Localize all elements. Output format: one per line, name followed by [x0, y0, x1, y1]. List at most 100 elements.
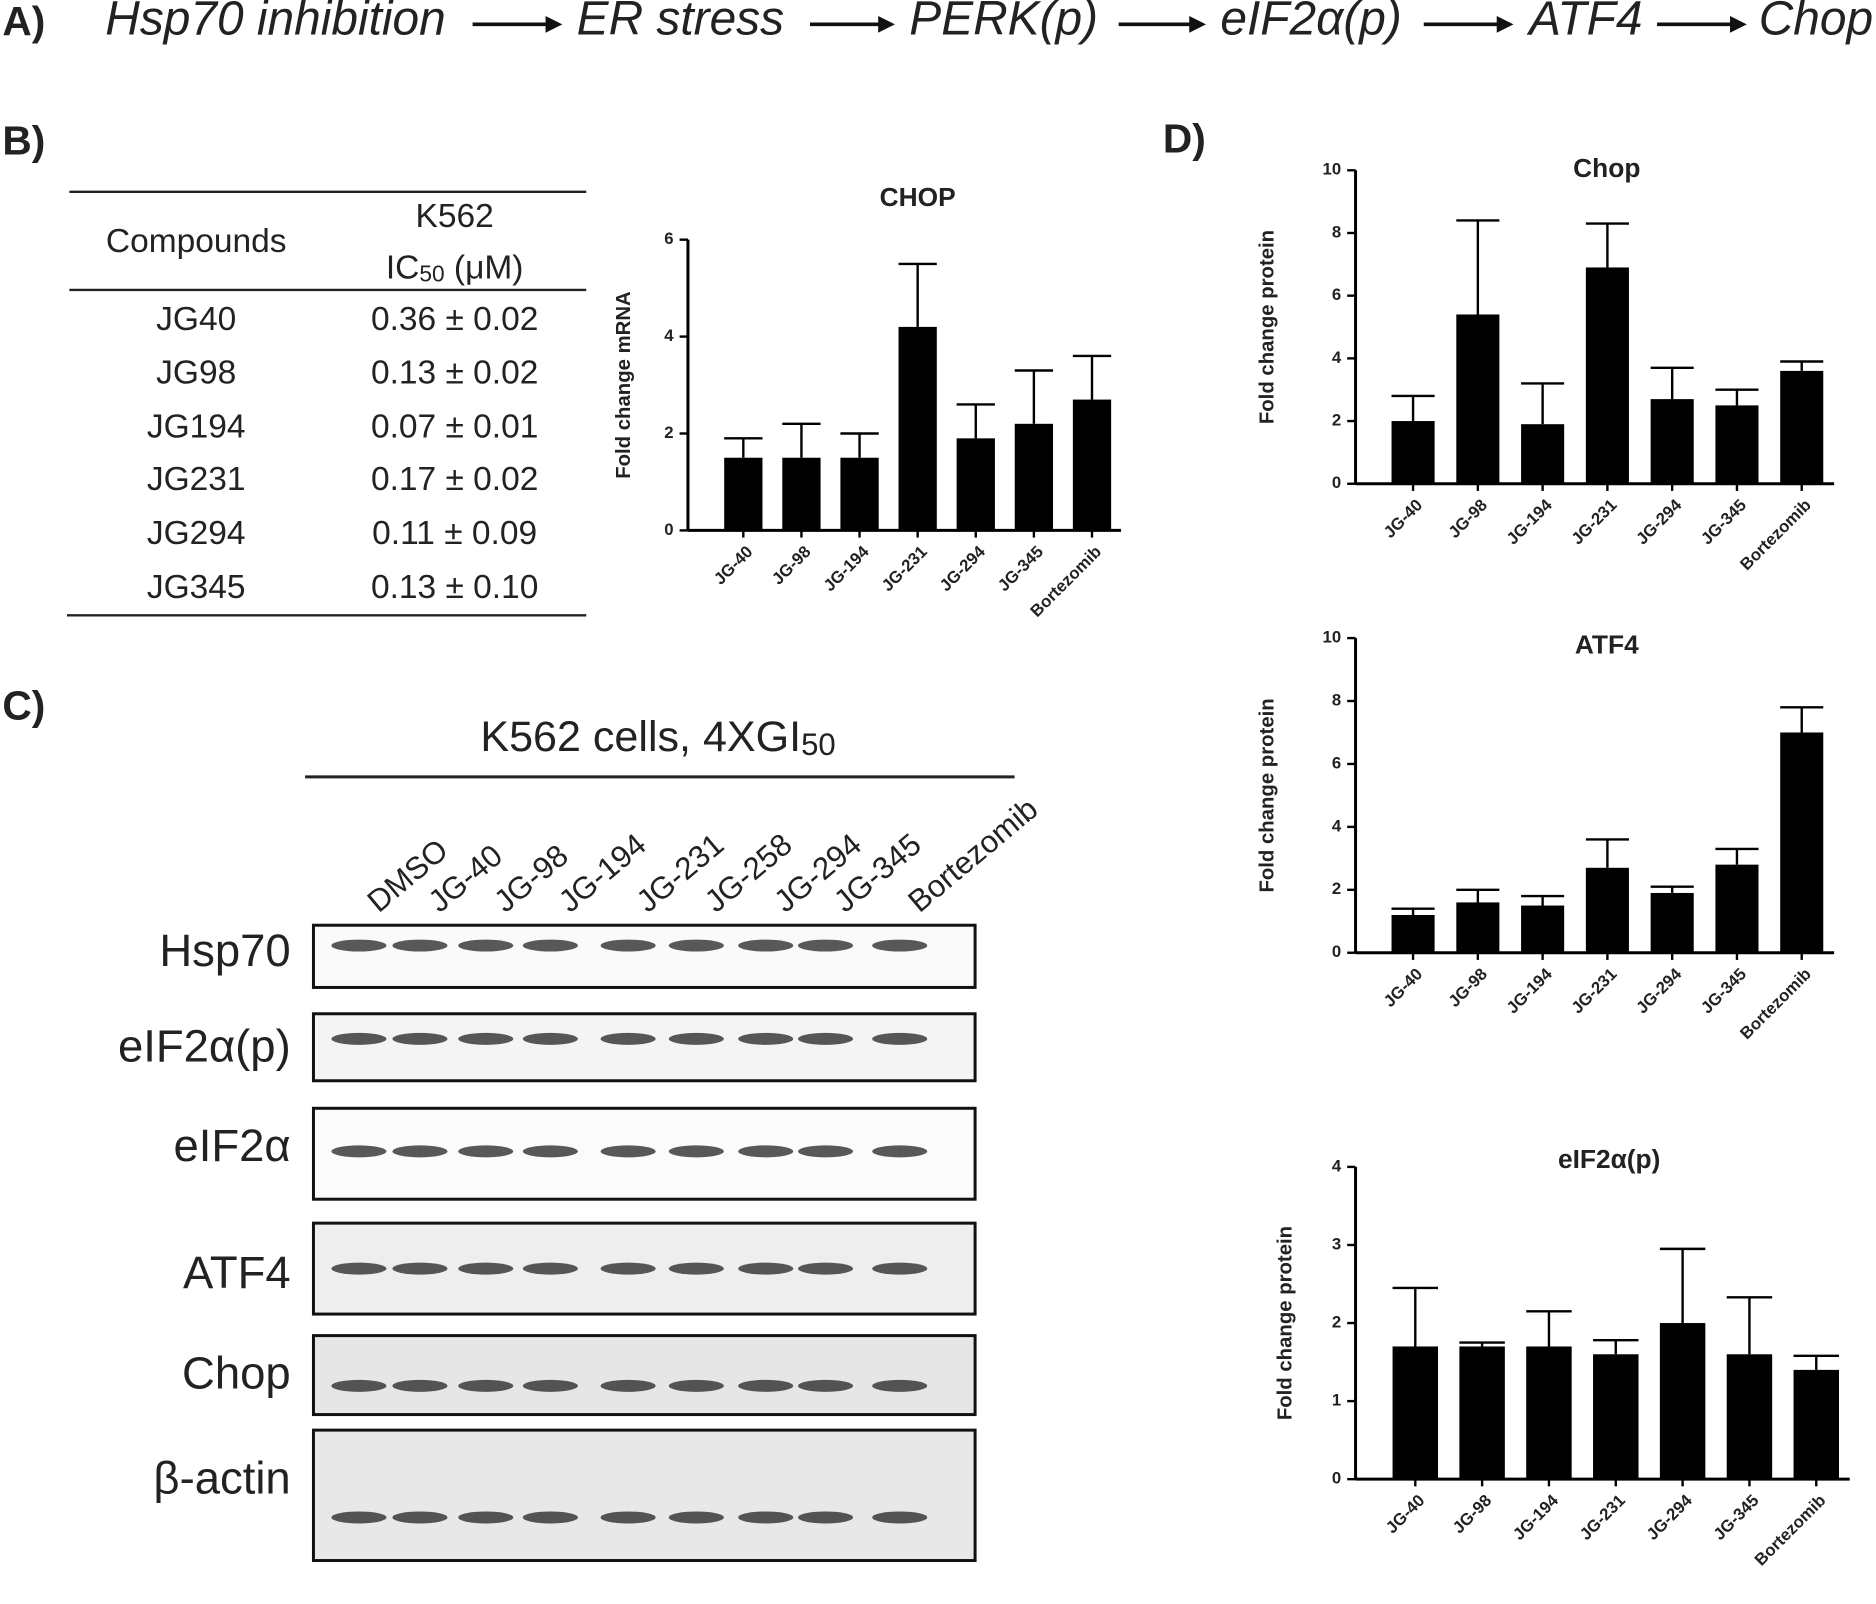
y-axis-label: Fold change protein: [1257, 698, 1279, 892]
bar: [1014, 423, 1054, 531]
y-axis-label: Fold change protein: [1275, 1226, 1297, 1420]
y-axis-label: Fold change protein: [1257, 230, 1279, 424]
band: [738, 1511, 794, 1524]
band: [738, 1262, 794, 1275]
bar: [1391, 914, 1435, 953]
band: [872, 1145, 928, 1158]
blot: [311, 923, 977, 989]
pathway-step: ER stress: [577, 0, 784, 46]
panel-label: A): [2, 0, 45, 44]
band: [738, 939, 794, 952]
band: [872, 1262, 928, 1275]
y-tick-label: 8: [1332, 222, 1341, 241]
band: [738, 1145, 794, 1158]
table-cell: JG98: [156, 355, 236, 392]
table-cell: JG231: [147, 461, 246, 498]
pathway-step: ATF4: [1526, 0, 1642, 46]
y-tick-label: 4: [664, 326, 674, 345]
bar: [1459, 1346, 1505, 1480]
blot-title: K562 cells, 4XGI50: [480, 713, 835, 762]
band: [392, 1379, 448, 1392]
x-tick-label: JG-294: [1632, 964, 1685, 1017]
band: [522, 1379, 578, 1392]
bar: [1456, 314, 1500, 484]
bar: [1392, 1346, 1439, 1480]
band: [331, 1032, 387, 1045]
arrow-head: [1730, 15, 1747, 33]
table-header: K562: [416, 198, 494, 235]
band: [798, 1262, 854, 1275]
bar: [1456, 902, 1500, 953]
band: [872, 939, 928, 952]
table-cell: 0.07 ± 0.01: [371, 409, 538, 446]
band: [798, 1145, 854, 1158]
band: [600, 1032, 656, 1045]
blot-label: β-actin: [153, 1453, 290, 1504]
x-tick-label: Bortezomib: [1751, 1491, 1830, 1570]
y-axis-label: Fold change mRNA: [613, 291, 635, 479]
band: [600, 1262, 656, 1275]
bar: [1650, 399, 1694, 484]
x-tick-label: JG-231: [1576, 1491, 1629, 1544]
table-cell: 0.36 ± 0.02: [371, 301, 538, 338]
band: [600, 1145, 656, 1158]
x-tick-label: JG-40: [1380, 964, 1426, 1010]
bar: [1072, 399, 1112, 531]
band: [872, 1511, 928, 1524]
y-tick-label: 10: [1323, 628, 1342, 647]
chart-title: eIF2α(p): [1558, 1144, 1660, 1174]
band: [522, 1145, 578, 1158]
pathway-step: PERK(p): [909, 0, 1098, 46]
y-tick-label: 0: [1332, 1469, 1341, 1488]
y-tick-label: 2: [664, 423, 673, 442]
band: [331, 939, 387, 952]
band: [738, 1379, 794, 1392]
panel-label: D): [1163, 115, 1206, 161]
x-tick-label: JG-98: [768, 542, 814, 588]
bar: [1521, 905, 1565, 953]
chart-title: CHOP: [880, 182, 956, 212]
band: [392, 939, 448, 952]
chart-title: Chop: [1573, 153, 1640, 183]
bar: [1585, 867, 1629, 953]
arrow-head: [1496, 15, 1514, 33]
y-tick-label: 2: [1332, 410, 1341, 429]
band: [600, 939, 656, 952]
bar: [1659, 1323, 1706, 1480]
title-part: K562 cells, 4XGI: [480, 713, 801, 761]
bar: [1593, 1354, 1639, 1480]
band: [798, 1511, 854, 1524]
x-tick-label: JG-294: [1643, 1490, 1696, 1543]
x-tick-label: JG-194: [820, 542, 873, 595]
y-tick-label: 2: [1332, 879, 1341, 898]
band: [392, 1032, 448, 1045]
bar: [1650, 892, 1694, 953]
table-cell: JG294: [147, 515, 246, 552]
arrow-head: [1189, 15, 1206, 33]
bar: [1780, 370, 1824, 484]
x-tick-label: JG-98: [1445, 964, 1491, 1010]
band: [668, 1032, 724, 1045]
band: [522, 1032, 578, 1045]
bar: [956, 438, 995, 531]
header-part: IC: [386, 249, 420, 286]
table-header: IC50 (μM): [386, 249, 524, 286]
band: [458, 1379, 514, 1392]
band: [798, 939, 854, 952]
x-tick-label: JG-294: [936, 542, 989, 595]
title-sub: 50: [801, 727, 836, 762]
y-tick-label: 4: [1332, 1156, 1342, 1175]
y-tick-label: 6: [1332, 753, 1341, 772]
blot-label: ATF4: [183, 1247, 291, 1298]
bar: [1521, 424, 1565, 484]
band: [458, 1032, 514, 1045]
pathway-step: Chop: [1759, 0, 1873, 46]
band: [331, 1262, 387, 1275]
bar: [1391, 421, 1435, 484]
band: [872, 1032, 928, 1045]
bar: [1715, 864, 1759, 953]
blot: [311, 1334, 977, 1417]
band: [522, 1262, 578, 1275]
lane-label: JG-98: [487, 838, 574, 919]
band: [392, 1511, 448, 1524]
